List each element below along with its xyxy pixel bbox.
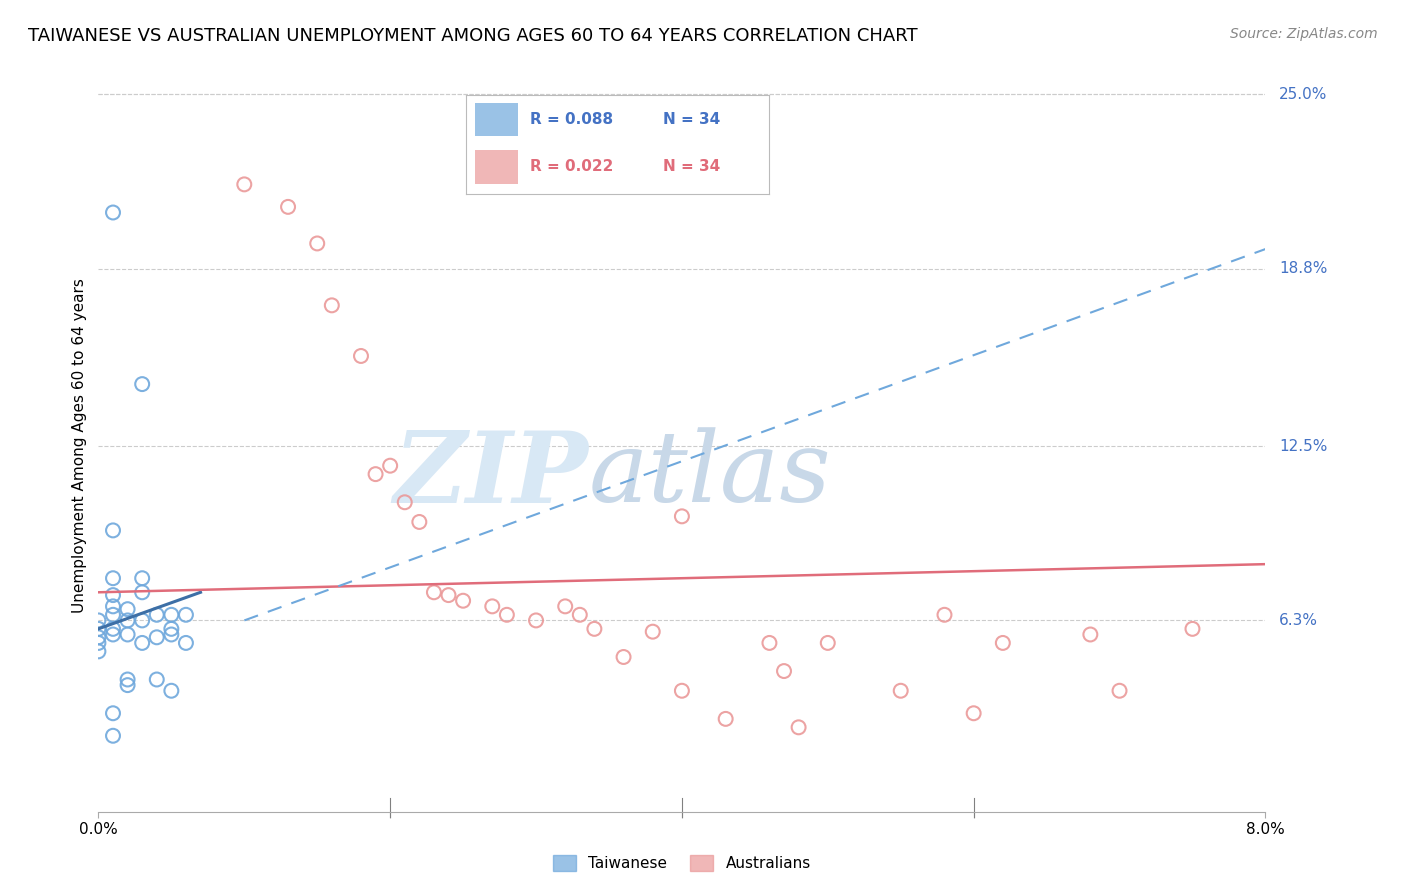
- Point: [131, 571, 153, 585]
- Y-axis label: Unemployment Among Ages 60 to 64 years: Unemployment Among Ages 60 to 64 years: [72, 278, 87, 614]
- Point: [773, 664, 796, 678]
- Point: [131, 636, 153, 650]
- Point: [378, 458, 402, 473]
- Point: [641, 624, 664, 639]
- Text: 25.0%: 25.0%: [1279, 87, 1327, 102]
- Point: [496, 607, 519, 622]
- Point: [117, 614, 139, 628]
- Point: [394, 495, 416, 509]
- Point: [890, 683, 912, 698]
- Point: [101, 706, 124, 721]
- Point: [934, 607, 956, 622]
- Point: [524, 614, 547, 628]
- Point: [364, 467, 387, 482]
- Point: [233, 178, 256, 192]
- Point: [146, 607, 169, 622]
- Point: [307, 236, 329, 251]
- Text: 18.8%: 18.8%: [1279, 261, 1327, 277]
- Point: [101, 607, 124, 622]
- Point: [87, 630, 110, 644]
- Text: ZIP: ZIP: [394, 427, 589, 524]
- Point: [423, 585, 446, 599]
- Point: [101, 627, 124, 641]
- Point: [481, 599, 503, 614]
- Point: [160, 622, 183, 636]
- Text: 12.5%: 12.5%: [1279, 439, 1327, 453]
- Point: [101, 599, 124, 614]
- Point: [101, 205, 124, 219]
- Point: [131, 377, 153, 392]
- Point: [568, 607, 591, 622]
- Point: [277, 200, 299, 214]
- Point: [117, 678, 139, 692]
- Point: [962, 706, 984, 721]
- Point: [408, 515, 430, 529]
- Point: [714, 712, 737, 726]
- Point: [101, 729, 124, 743]
- Point: [1108, 683, 1130, 698]
- Point: [87, 614, 110, 628]
- Point: [117, 673, 139, 687]
- Point: [160, 683, 183, 698]
- Point: [758, 636, 780, 650]
- Point: [101, 524, 124, 538]
- Point: [991, 636, 1014, 650]
- Point: [87, 636, 110, 650]
- Point: [671, 509, 693, 524]
- Point: [817, 636, 839, 650]
- Point: [117, 627, 139, 641]
- Point: [101, 588, 124, 602]
- Point: [174, 607, 197, 622]
- Point: [451, 593, 474, 607]
- Point: [131, 585, 153, 599]
- Point: [101, 571, 124, 585]
- Point: [160, 607, 183, 622]
- Point: [174, 636, 197, 650]
- Point: [1181, 622, 1204, 636]
- Point: [101, 622, 124, 636]
- Point: [87, 644, 110, 658]
- Point: [160, 627, 183, 641]
- Legend: Taiwanese, Australians: Taiwanese, Australians: [547, 849, 817, 877]
- Point: [146, 673, 169, 687]
- Point: [321, 298, 343, 312]
- Point: [350, 349, 373, 363]
- Point: [787, 720, 810, 734]
- Point: [146, 630, 169, 644]
- Point: [1080, 627, 1102, 641]
- Point: [612, 650, 634, 665]
- Point: [131, 614, 153, 628]
- Point: [437, 588, 460, 602]
- Point: [671, 683, 693, 698]
- Point: [117, 602, 139, 616]
- Point: [554, 599, 576, 614]
- Text: 6.3%: 6.3%: [1279, 613, 1319, 628]
- Text: Source: ZipAtlas.com: Source: ZipAtlas.com: [1230, 27, 1378, 41]
- Text: TAIWANESE VS AUSTRALIAN UNEMPLOYMENT AMONG AGES 60 TO 64 YEARS CORRELATION CHART: TAIWANESE VS AUSTRALIAN UNEMPLOYMENT AMO…: [28, 27, 918, 45]
- Point: [583, 622, 606, 636]
- Text: atlas: atlas: [589, 427, 831, 523]
- Point: [87, 622, 110, 636]
